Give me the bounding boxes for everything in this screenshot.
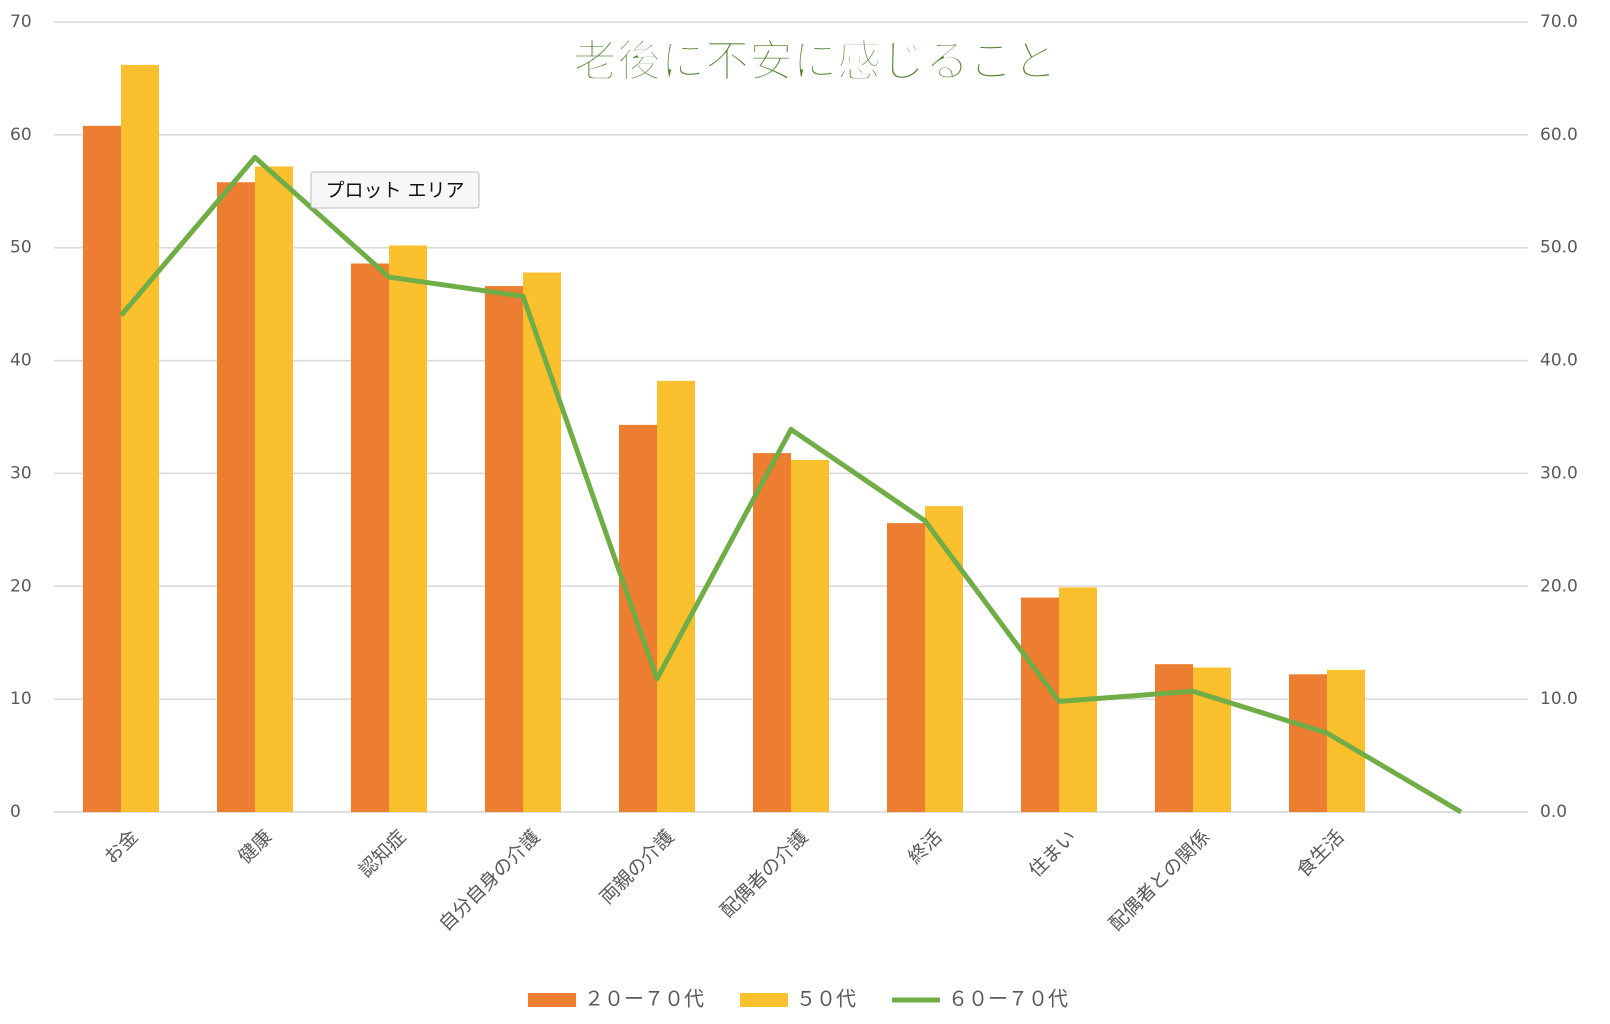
y2-tick-label: 50.0 [1540, 238, 1578, 258]
bar [523, 272, 561, 812]
y-tick-label: 40 [10, 351, 32, 371]
bar [791, 459, 829, 812]
x-tick-label: 食生活 [1293, 826, 1349, 882]
y-tick-label: 30 [10, 463, 32, 483]
legend-label: ６０ー７０代 [948, 987, 1068, 1011]
legend-label: ５０代 [796, 987, 856, 1011]
legend-label: ２０ー７０代 [584, 987, 704, 1011]
x-tick-label: 住まい [1025, 826, 1081, 882]
tooltip: プロット エリア [310, 171, 480, 209]
bar [887, 523, 925, 812]
y-tick-label: 10 [10, 689, 32, 709]
y2-tick-label: 60.0 [1540, 125, 1578, 145]
bar [925, 506, 963, 812]
y-tick-label: 20 [10, 576, 32, 596]
line [119, 154, 1463, 815]
bar [1327, 669, 1365, 812]
x-tick-label: 両親の介護 [596, 826, 679, 909]
y-tick-label: 70 [10, 12, 32, 32]
y2-tick-label: 30.0 [1540, 463, 1578, 483]
x-tick-label: 自分自身の介護 [435, 826, 545, 936]
bar [1193, 667, 1231, 812]
x-tick-label: 終活 [904, 826, 946, 868]
bar [1289, 674, 1327, 812]
x-tick-label: 配偶者との関係 [1105, 826, 1214, 935]
bar [121, 64, 159, 812]
bar [255, 166, 293, 812]
bar [1155, 664, 1193, 812]
bar [657, 380, 695, 812]
bar [1021, 597, 1059, 812]
y2-tick-label: 0.0 [1540, 802, 1567, 822]
bar [485, 286, 523, 813]
legend-swatch [528, 993, 576, 1007]
y-tick-label: 60 [10, 125, 32, 145]
x-tick-label: 配偶者の介護 [716, 826, 812, 922]
bar [217, 182, 255, 812]
bar [83, 125, 121, 813]
y2-tick-label: 10.0 [1540, 689, 1578, 709]
bar [753, 453, 791, 812]
tooltip-box [310, 171, 480, 209]
y2-tick-label: 40.0 [1540, 351, 1578, 371]
x-tick-label: 認知症 [355, 826, 411, 882]
tooltip-text: プロット エリア [325, 180, 464, 202]
chart-title: 老後に不安に感じること [573, 36, 1057, 87]
bar [389, 245, 427, 812]
x-tick-label: お金 [100, 826, 142, 868]
legend-swatch [740, 993, 788, 1007]
bar [351, 263, 389, 812]
x-tick-label: 健康 [234, 826, 276, 868]
y-tick-label: 50 [10, 238, 32, 258]
y2-tick-label: 20.0 [1540, 576, 1578, 596]
y-tick-label: 0 [10, 802, 21, 822]
y2-tick-label: 70.0 [1540, 12, 1578, 32]
